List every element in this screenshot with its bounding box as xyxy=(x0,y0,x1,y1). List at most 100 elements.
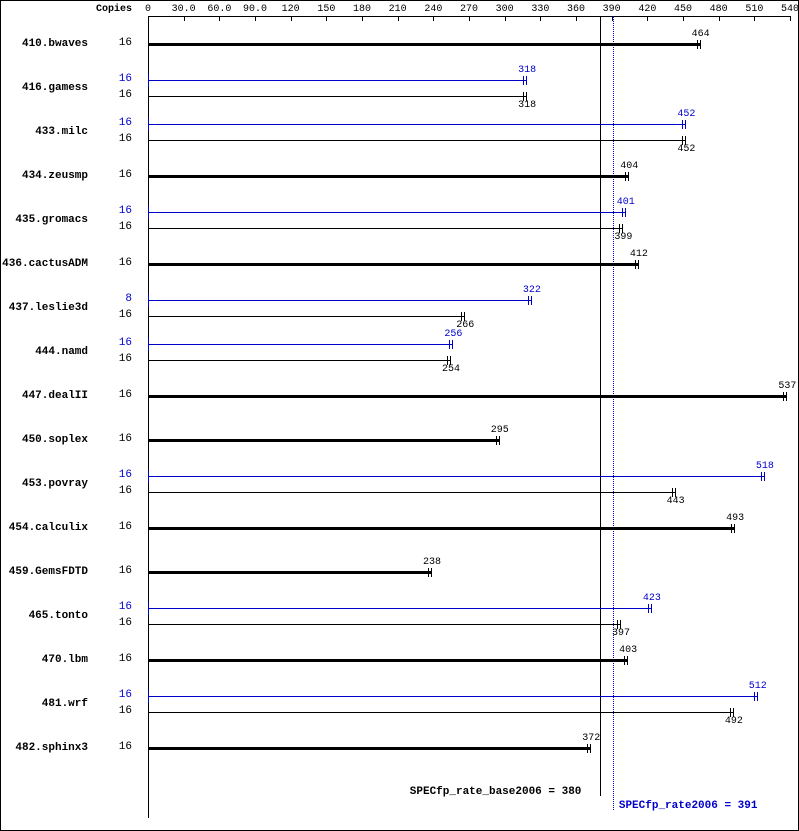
x-tick-label: 240 xyxy=(424,4,442,15)
peak-value: 318 xyxy=(518,65,536,76)
base-bar xyxy=(148,624,620,625)
x-tick-label: 510 xyxy=(745,4,763,15)
peak-bar xyxy=(148,696,757,697)
base-copies: 16 xyxy=(0,309,132,321)
base-value: 404 xyxy=(620,161,638,172)
x-tick xyxy=(576,16,577,21)
peak-copies: 16 xyxy=(0,689,132,701)
x-tick xyxy=(255,16,256,21)
x-tick xyxy=(719,16,720,21)
x-tick-label: 390 xyxy=(603,4,621,15)
x-tick xyxy=(326,16,327,21)
x-tick-label: 300 xyxy=(496,4,514,15)
peak-value: 518 xyxy=(756,461,774,472)
base-copies: 16 xyxy=(0,133,132,145)
base-copies: 16 xyxy=(0,353,132,365)
copies-header: Copies xyxy=(96,4,132,15)
base-value: 397 xyxy=(612,628,630,639)
base-value: 295 xyxy=(491,425,509,436)
x-tick xyxy=(291,16,292,21)
x-tick-label: 150 xyxy=(317,4,335,15)
peak-copies: 16 xyxy=(0,73,132,85)
x-tick-label: 60.0 xyxy=(207,4,231,15)
base-value: 254 xyxy=(442,364,460,375)
base-value: 464 xyxy=(692,29,710,40)
peak-bar xyxy=(148,124,685,125)
peak-bar xyxy=(148,80,526,81)
base-value: 238 xyxy=(423,557,441,568)
base-value: 372 xyxy=(582,733,600,744)
peak-value: 322 xyxy=(523,285,541,296)
base-copies: 16 xyxy=(0,169,132,181)
x-tick xyxy=(647,16,648,21)
peak-value: 452 xyxy=(677,109,695,120)
base-copies: 16 xyxy=(0,521,132,533)
base-bar xyxy=(148,228,622,229)
base-copies: 16 xyxy=(0,257,132,269)
x-tick xyxy=(469,16,470,21)
base-bar xyxy=(148,439,499,442)
x-tick xyxy=(433,16,434,21)
base-bar xyxy=(148,96,526,97)
x-tick-label: 0 xyxy=(145,4,151,15)
peak-value: 512 xyxy=(749,681,767,692)
peak-copies: 16 xyxy=(0,337,132,349)
peak-value: 256 xyxy=(444,329,462,340)
x-tick-label: 180 xyxy=(353,4,371,15)
ref-label-peak: SPECfp_rate2006 = 391 xyxy=(619,800,758,812)
x-tick xyxy=(754,16,755,21)
base-copies: 16 xyxy=(0,565,132,577)
base-copies: 16 xyxy=(0,653,132,665)
base-value: 403 xyxy=(619,645,637,656)
peak-value: 423 xyxy=(643,593,661,604)
base-copies: 16 xyxy=(0,705,132,717)
base-copies: 16 xyxy=(0,37,132,49)
base-bar xyxy=(148,747,590,750)
base-bar xyxy=(148,175,628,178)
base-copies: 16 xyxy=(0,89,132,101)
base-bar xyxy=(148,316,464,317)
x-tick xyxy=(362,16,363,21)
base-copies: 16 xyxy=(0,389,132,401)
peak-copies: 16 xyxy=(0,205,132,217)
x-tick xyxy=(790,16,791,21)
base-bar xyxy=(148,395,786,398)
ref-label-base: SPECfp_rate_base2006 = 380 xyxy=(410,786,582,798)
peak-bar xyxy=(148,300,531,301)
peak-bar xyxy=(148,212,625,213)
peak-copies: 16 xyxy=(0,117,132,129)
x-tick-label: 330 xyxy=(531,4,549,15)
peak-copies: 16 xyxy=(0,469,132,481)
base-value: 492 xyxy=(725,716,743,727)
base-bar xyxy=(148,527,734,530)
x-tick-label: 120 xyxy=(282,4,300,15)
ref-line-peak xyxy=(613,16,614,810)
x-tick-label: 90.0 xyxy=(243,4,267,15)
peak-bar xyxy=(148,344,452,345)
base-copies: 16 xyxy=(0,433,132,445)
x-tick xyxy=(219,16,220,21)
base-bar xyxy=(148,263,638,266)
base-copies: 16 xyxy=(0,617,132,629)
x-tick-label: 540 xyxy=(781,4,799,15)
peak-bar xyxy=(148,608,651,609)
x-tick xyxy=(540,16,541,21)
base-copies: 16 xyxy=(0,741,132,753)
base-bar xyxy=(148,140,685,141)
base-value: 412 xyxy=(630,249,648,260)
ref-line-base xyxy=(600,16,601,796)
base-value: 443 xyxy=(667,496,685,507)
x-tick-label: 270 xyxy=(460,4,478,15)
peak-copies: 8 xyxy=(0,293,132,305)
base-value: 399 xyxy=(614,232,632,243)
base-copies: 16 xyxy=(0,485,132,497)
base-bar xyxy=(148,659,627,662)
base-copies: 16 xyxy=(0,221,132,233)
x-tick xyxy=(184,16,185,21)
base-value: 493 xyxy=(726,513,744,524)
x-tick xyxy=(398,16,399,21)
x-tick xyxy=(683,16,684,21)
peak-value: 401 xyxy=(617,197,635,208)
x-tick-label: 30.0 xyxy=(172,4,196,15)
x-tick xyxy=(505,16,506,21)
